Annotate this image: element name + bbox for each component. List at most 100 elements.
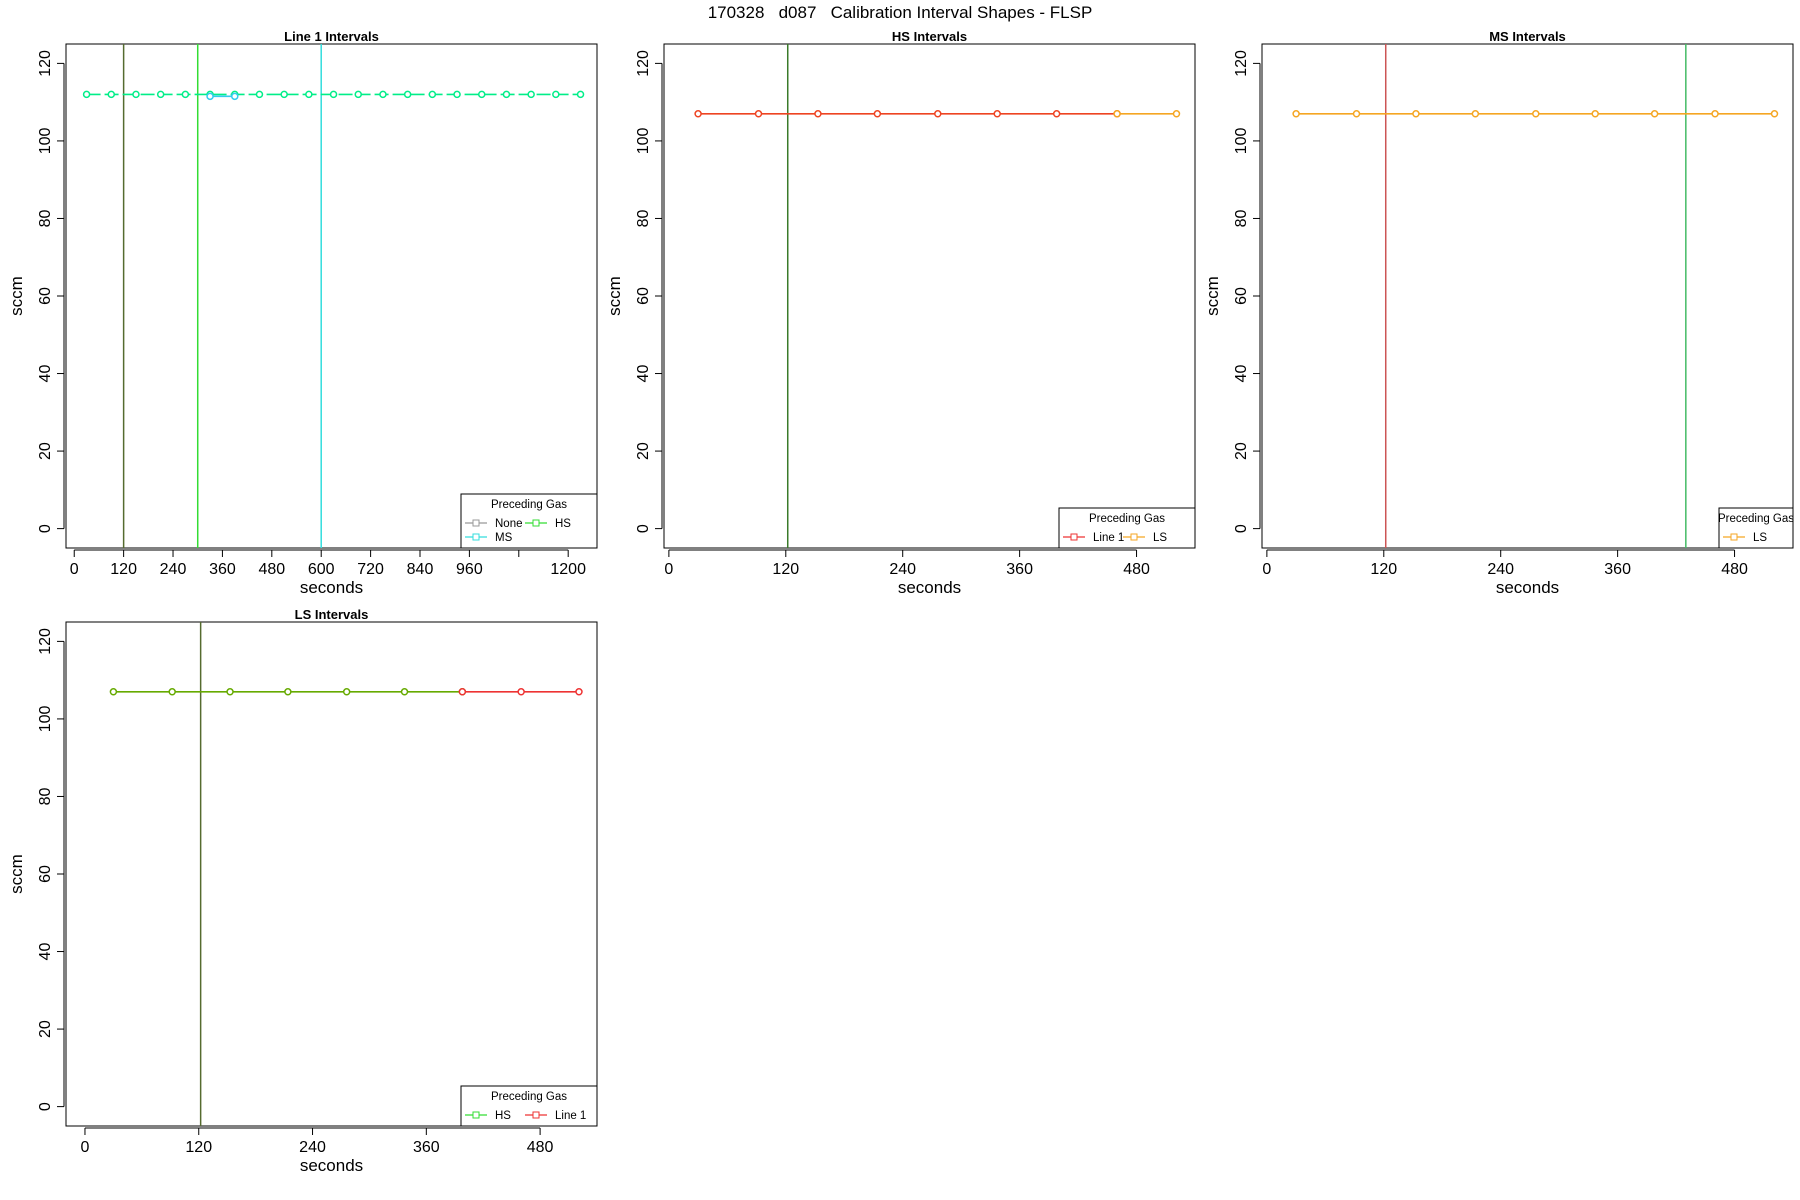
legend-swatch-marker	[1130, 533, 1138, 541]
legend-title: Preceding Gas	[1718, 513, 1794, 525]
legend-title: Preceding Gas	[491, 1091, 567, 1103]
chart-panel-2: HS Intervals 0 120 240 360 480 seconds 0 20 40 60 8…	[605, 29, 1196, 597]
legend: Preceding Gas LS	[1718, 507, 1794, 549]
data-point	[156, 90, 165, 99]
data-point	[109, 688, 118, 696]
legend-swatch-marker	[1730, 533, 1738, 541]
y-axis-label: sccm	[1203, 276, 1222, 316]
y-tick-label: 0	[1233, 524, 1250, 533]
x-axis-label: seconds	[898, 578, 961, 597]
y-tick-label: 40	[37, 943, 54, 961]
data-point	[1591, 110, 1599, 118]
x-tick-label: 240	[160, 561, 187, 578]
y-tick-label: 40	[635, 365, 652, 383]
y-tick-label: 60	[1233, 287, 1250, 305]
plot-frame	[663, 43, 1196, 549]
data-point	[575, 688, 583, 696]
chart-panel-4: LS Intervals 0 120 240 360 480 seconds 0 20 40 60 8…	[7, 607, 598, 1175]
x-tick-label: 480	[527, 1139, 554, 1156]
legend-item-label: Line 1	[555, 1110, 586, 1122]
panel-title: LS Intervals	[295, 607, 369, 622]
legend-swatch-marker	[472, 1111, 480, 1119]
legend-box	[1718, 507, 1794, 549]
x-tick-label: 360	[1006, 561, 1033, 578]
x-tick-label: 600	[308, 561, 335, 578]
data-point	[993, 110, 1001, 118]
x-axis-label: seconds	[300, 1156, 363, 1175]
data-point	[453, 90, 461, 99]
y-tick-label: 120	[37, 50, 54, 77]
data-point	[226, 688, 234, 696]
data-point	[132, 90, 140, 99]
y-tick-label: 20	[37, 1020, 54, 1038]
x-tick-label: 720	[357, 561, 384, 578]
y-tick-label: 60	[635, 287, 652, 305]
y-tick-label: 100	[635, 127, 652, 154]
data-point	[1471, 110, 1480, 118]
x-tick-label: 0	[1262, 561, 1271, 578]
y-tick-label: 0	[37, 524, 54, 533]
legend-item-label: HS	[495, 1110, 511, 1122]
data-point	[873, 110, 882, 118]
data-point	[231, 92, 239, 101]
x-tick-label: 0	[70, 561, 79, 578]
legend-title: Preceding Gas	[1089, 513, 1165, 525]
y-tick-label: 0	[635, 524, 652, 533]
y-tick-label: 100	[1233, 127, 1250, 154]
data-point	[754, 110, 763, 118]
x-tick-label: 960	[456, 561, 483, 578]
x-tick-label: 360	[209, 561, 236, 578]
y-tick-label: 100	[37, 705, 54, 732]
legend-box	[460, 493, 598, 549]
data-point	[206, 92, 214, 101]
y-tick-label: 120	[37, 628, 54, 655]
legend: Preceding Gas Line 1 LS	[1058, 507, 1196, 549]
y-tick-label: 80	[37, 209, 54, 227]
data-point	[1172, 110, 1181, 118]
panel-title: Line 1 Intervals	[284, 29, 379, 44]
data-point	[280, 90, 288, 99]
data-point	[1711, 110, 1719, 118]
data-point	[477, 90, 486, 99]
y-tick-label: 80	[37, 787, 54, 805]
data-point	[458, 688, 467, 696]
legend-item-label: Line 1	[1093, 532, 1124, 544]
legend-item-label: HS	[555, 518, 571, 530]
y-axis-label: sccm	[605, 276, 624, 316]
data-point	[576, 90, 585, 99]
plot-frame	[1261, 43, 1794, 549]
y-tick-label: 120	[635, 50, 652, 77]
legend-item-label: LS	[1753, 532, 1767, 544]
legend-box	[1058, 507, 1196, 549]
legend-swatch-marker	[532, 1111, 540, 1119]
x-axis-label: seconds	[300, 578, 363, 597]
y-tick-label: 80	[635, 209, 652, 227]
data-point	[1532, 110, 1540, 118]
legend: Preceding Gas None HS MS	[460, 493, 598, 549]
data-point	[379, 90, 387, 99]
data-point	[694, 110, 702, 118]
x-tick-label: 360	[413, 1139, 440, 1156]
data-point	[403, 90, 412, 99]
y-tick-label: 120	[1233, 50, 1250, 77]
y-axis-label: sccm	[7, 276, 26, 316]
y-tick-label: 40	[1233, 365, 1250, 383]
data-point	[428, 90, 437, 99]
x-tick-label: 120	[1370, 561, 1397, 578]
data-point	[400, 688, 409, 696]
y-tick-label: 100	[37, 127, 54, 154]
y-tick-label: 20	[37, 442, 54, 460]
x-tick-label: 480	[258, 561, 285, 578]
x-tick-label: 360	[1604, 561, 1631, 578]
data-point	[284, 688, 292, 696]
panel-title: HS Intervals	[892, 29, 967, 44]
data-point	[168, 688, 176, 696]
x-tick-label: 0	[81, 1139, 90, 1156]
data-point	[934, 110, 942, 118]
x-tick-label: 0	[664, 561, 673, 578]
data-point	[329, 90, 338, 99]
data-point	[82, 90, 91, 99]
legend-item-label: None	[495, 518, 523, 530]
